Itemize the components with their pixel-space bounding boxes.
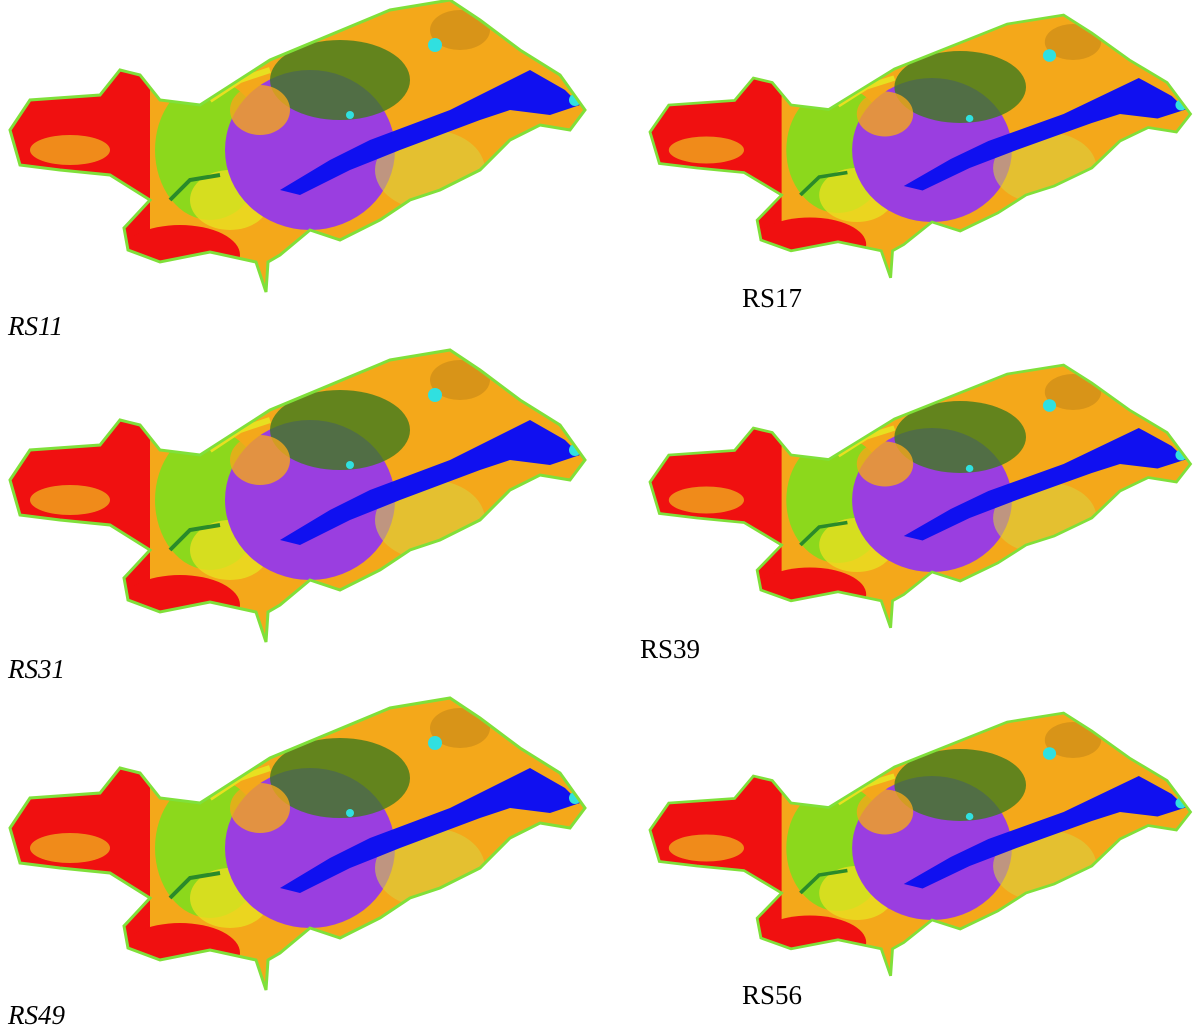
figure: RS11 RS17 RS31 RS39 RS49 RS56 [0,0,1200,1032]
panel-label: RS39 [640,634,700,664]
map [650,365,1200,635]
panel-label: RS49 [7,1000,65,1030]
panel-label: RS11 [7,311,63,341]
panel-label: RS17 [742,283,802,313]
map [10,350,610,650]
panel-label: RS56 [742,980,802,1010]
map [650,15,1200,285]
panel-label: RS31 [7,654,65,684]
map [10,0,610,300]
map [650,713,1200,983]
map [10,698,610,998]
